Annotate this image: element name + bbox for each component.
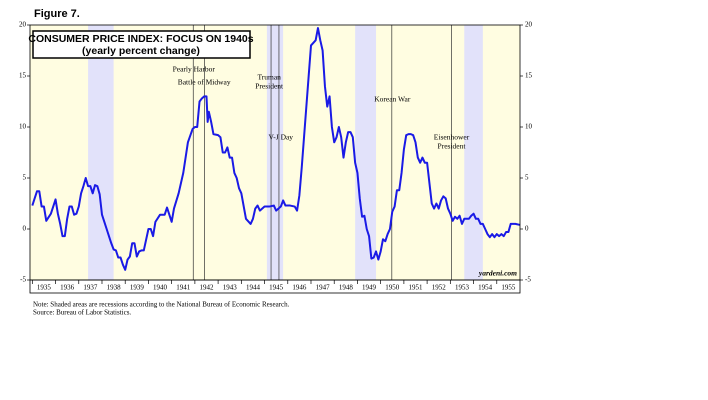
event-label: Truman: [257, 73, 281, 82]
note: Note: Shaded areas are recessions accord…: [33, 301, 290, 309]
event-label: President: [255, 82, 284, 91]
x-tick-label: 1955: [501, 284, 516, 292]
x-tick-label: 1937: [83, 284, 98, 292]
y-tick-label: 0: [23, 225, 27, 233]
x-tick-label: 1946: [292, 284, 307, 292]
x-tick-label: 1942: [199, 284, 214, 292]
source-mark: yardeni.com: [478, 269, 517, 278]
y-tick-label: 15: [19, 72, 27, 80]
y-tick-label: -5: [20, 276, 26, 284]
x-tick-label: 1945: [269, 284, 284, 292]
x-tick-label: 1948: [339, 284, 354, 292]
event-label: V-J Day: [269, 133, 294, 142]
x-tick-label: 1943: [223, 284, 238, 292]
x-tick-label: 1949: [362, 284, 377, 292]
x-tick-label: 1939: [130, 284, 145, 292]
y-tick-label: 20: [19, 21, 27, 29]
x-tick-label: 1951: [408, 284, 423, 292]
recession-band: [266, 25, 284, 280]
y2-tick-label: 15: [525, 72, 533, 80]
x-tick-label: 1938: [107, 284, 122, 292]
x-tick-label: 1952: [432, 284, 447, 292]
x-tick-label: 1940: [153, 284, 168, 292]
x-tick-label: 1944: [246, 284, 261, 292]
x-tick-label: 1953: [455, 284, 470, 292]
figure-label: Figure 7.: [34, 8, 80, 20]
y2-tick-label: 10: [525, 123, 533, 131]
event-label: Battle of Midway: [178, 78, 231, 87]
x-tick-label: 1936: [60, 284, 75, 292]
x-tick-label: 1941: [176, 284, 191, 292]
recession-band: [355, 25, 377, 280]
cpi-line: [31, 27, 521, 271]
chart-title: CONSUMER PRICE INDEX: FOCUS ON 1940s: [28, 33, 253, 45]
y2-tick-label: -5: [525, 276, 531, 284]
x-tick-label: 1950: [385, 284, 400, 292]
y-tick-label: 5: [23, 174, 27, 182]
event-label: President: [438, 142, 467, 151]
event-label: Korean War: [374, 95, 411, 104]
x-tick-label: 1954: [478, 284, 493, 292]
recession-band: [464, 25, 483, 280]
y2-tick-label: 5: [525, 174, 529, 182]
y2-tick-label: 0: [525, 225, 529, 233]
note: Source: Bureau of Labor Statistics.: [33, 309, 131, 317]
y2-tick-label: 20: [525, 21, 533, 29]
x-tick-label: 1935: [37, 284, 52, 292]
event-label: Pearly Harbor: [173, 65, 216, 74]
y-tick-label: 10: [19, 123, 27, 131]
x-tick-label: 1947: [316, 284, 331, 292]
x-axis-strip: [29, 279, 521, 294]
event-label: Eisenhower: [434, 133, 470, 142]
title-box: [32, 30, 251, 59]
chart-subtitle: (yearly percent change): [82, 45, 200, 57]
